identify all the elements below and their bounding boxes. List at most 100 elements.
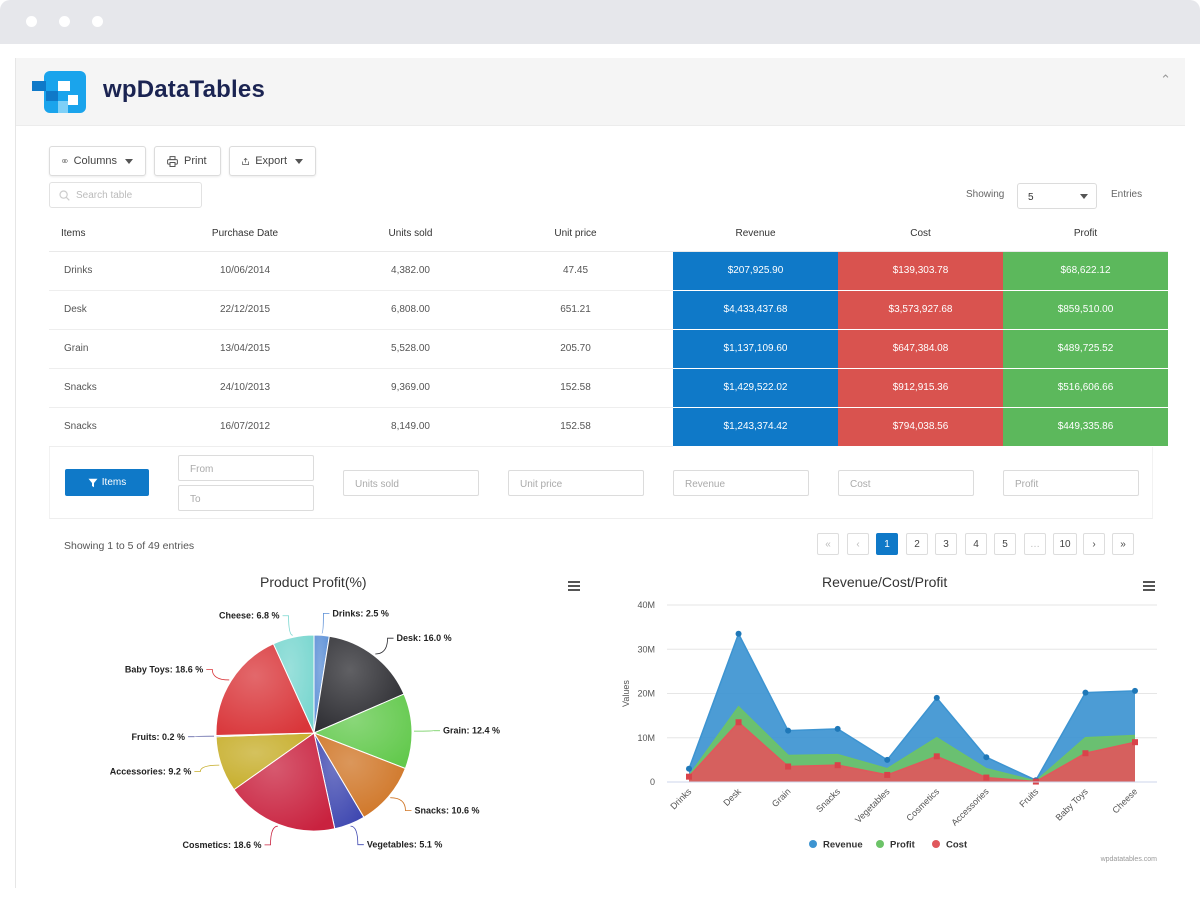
column-header-revenue[interactable]: Revenue xyxy=(673,217,838,252)
page-button[interactable]: 1 xyxy=(876,533,898,555)
table-header-row: Items Purchase Date Units sold Unit pric… xyxy=(49,217,1168,252)
point-cost xyxy=(834,762,841,769)
x-tick-label: Grain xyxy=(770,786,793,809)
cell-profit: $449,335.86 xyxy=(1003,407,1168,447)
column-header-cost[interactable]: Cost xyxy=(838,217,1003,252)
column-header-unit-price[interactable]: Unit price xyxy=(478,217,673,252)
brand-title: wpDataTables xyxy=(103,76,265,103)
area-chart: 0 10M 20M 30M 40M Values Drinks Desk Grain Snacks… xyxy=(621,600,1158,863)
pie-slice xyxy=(312,693,413,770)
legend-label: Revenue xyxy=(823,840,863,851)
page-button[interactable]: 3 xyxy=(935,533,957,555)
line-cost xyxy=(688,721,1136,783)
pie-connector xyxy=(390,797,412,812)
window-dot-icon xyxy=(26,16,37,27)
table-row[interactable]: Snacks 24/10/2013 9,369.00 152.58 $1,429… xyxy=(49,368,1168,408)
legend-marker xyxy=(809,840,817,848)
search-input[interactable]: Search table xyxy=(49,182,202,208)
next-page-button[interactable]: › xyxy=(1083,533,1105,555)
x-tick-label: Cheese xyxy=(1110,786,1139,815)
date-from-input[interactable]: From xyxy=(178,455,314,481)
column-header-profit[interactable]: Profit xyxy=(1003,217,1168,252)
caret-down-icon xyxy=(295,158,303,164)
area-chart-menu-icon[interactable] xyxy=(1143,581,1155,593)
columns-button[interactable]: Columns xyxy=(49,146,146,176)
pie-label: Vegetables: 5.1 % xyxy=(367,840,443,850)
x-tick-label: Accessories xyxy=(949,786,991,828)
showing-label: Showing xyxy=(966,189,1005,200)
point-cost xyxy=(785,763,792,770)
column-filters: Items From To Units sold Unit price Reve… xyxy=(49,447,1153,519)
cell-item: Snacks xyxy=(49,368,147,408)
units-sold-filter-input[interactable]: Units sold xyxy=(343,470,479,496)
x-tick-label: Fruits xyxy=(1017,786,1040,809)
print-button[interactable]: Print xyxy=(154,146,221,176)
browser-title-bar xyxy=(0,0,1200,44)
table-row[interactable]: Snacks 16/07/2012 8,149.00 152.58 $1,243… xyxy=(49,407,1168,447)
print-button-label: Print xyxy=(184,155,207,167)
area-cost xyxy=(689,722,1135,782)
table-row[interactable]: Desk 22/12/2015 6,808.00 651.21 $4,433,4… xyxy=(49,290,1168,330)
cell-purchase-date: 22/12/2015 xyxy=(147,290,343,330)
cell-unit-price: 152.58 xyxy=(478,368,673,408)
page-ellipsis: … xyxy=(1024,533,1046,555)
table-row[interactable]: Drinks 10/06/2014 4,382.00 47.45 $207,92… xyxy=(49,251,1168,291)
caret-down-icon xyxy=(125,158,133,164)
legend-marker xyxy=(932,840,940,848)
area-chart-title: Revenue/Cost/Profit xyxy=(822,574,948,590)
column-header-units-sold[interactable]: Units sold xyxy=(343,217,478,252)
point-cost xyxy=(884,771,891,778)
date-to-input[interactable]: To xyxy=(178,485,314,511)
last-page-button[interactable]: » xyxy=(1112,533,1134,555)
column-header-items[interactable]: Items xyxy=(49,217,147,252)
previous-page-button[interactable]: ‹ xyxy=(847,533,869,555)
area-revenue xyxy=(689,633,1135,782)
pie-chart: Drinks: 2.5 % Desk: 16.0 % Grain: 12.4 % Sn… xyxy=(110,608,500,850)
cell-cost: $912,915.36 xyxy=(838,368,1003,408)
cell-purchase-date: 10/06/2014 xyxy=(147,251,343,291)
point-revenue xyxy=(785,727,792,734)
collapse-chevron-icon[interactable]: ⌃ xyxy=(1160,72,1171,87)
x-tick-label: Cosmetics xyxy=(904,786,941,823)
point-cost xyxy=(983,774,990,781)
y-tick-label: 20M xyxy=(637,689,655,699)
cell-revenue: $1,429,522.02 xyxy=(673,368,838,408)
point-cost xyxy=(686,773,692,780)
unit-price-filter-input[interactable]: Unit price xyxy=(508,470,644,496)
page-button[interactable]: 5 xyxy=(994,533,1016,555)
point-revenue xyxy=(1082,689,1089,696)
pie-label: Fruits: 0.2 % xyxy=(132,732,186,742)
cell-unit-price: 205.70 xyxy=(478,329,673,369)
page-button[interactable]: 4 xyxy=(965,533,987,555)
pie-chart-menu-icon[interactable] xyxy=(568,581,580,593)
area-profit xyxy=(689,706,1135,782)
revenue-filter-input[interactable]: Revenue xyxy=(673,470,809,496)
cost-filter-input[interactable]: Cost xyxy=(838,470,974,496)
table-row[interactable]: Grain 13/04/2015 5,528.00 205.70 $1,137,… xyxy=(49,329,1168,369)
export-button[interactable]: Export xyxy=(229,146,316,176)
point-cost xyxy=(735,719,742,726)
point-revenue xyxy=(884,756,891,763)
cell-unit-price: 651.21 xyxy=(478,290,673,330)
caret-down-icon xyxy=(1080,194,1088,199)
cell-cost: $647,384.08 xyxy=(838,329,1003,369)
pie-label: Grain: 12.4 % xyxy=(443,726,500,736)
entries-select[interactable]: 5 xyxy=(1017,183,1097,209)
cell-cost: $139,303.78 xyxy=(838,251,1003,291)
double-chevron-left-icon: « xyxy=(825,538,831,550)
column-header-purchase-date[interactable]: Purchase Date xyxy=(147,217,343,252)
line-profit xyxy=(688,705,1136,782)
page-button[interactable]: 10 xyxy=(1053,533,1077,555)
cell-item: Drinks xyxy=(49,251,147,291)
items-filter-button[interactable]: Items xyxy=(65,469,149,496)
cell-units-sold: 8,149.00 xyxy=(343,407,478,447)
page-button[interactable]: 2 xyxy=(906,533,928,555)
cell-purchase-date: 24/10/2013 xyxy=(147,368,343,408)
chart-credit: wpdatatables.com xyxy=(1100,856,1158,863)
y-tick-label: 30M xyxy=(637,644,655,654)
first-page-button[interactable]: « xyxy=(817,533,839,555)
cell-profit: $859,510.00 xyxy=(1003,290,1168,330)
profit-filter-input[interactable]: Profit xyxy=(1003,470,1139,496)
content-frame xyxy=(15,58,1185,888)
point-revenue xyxy=(983,754,990,761)
